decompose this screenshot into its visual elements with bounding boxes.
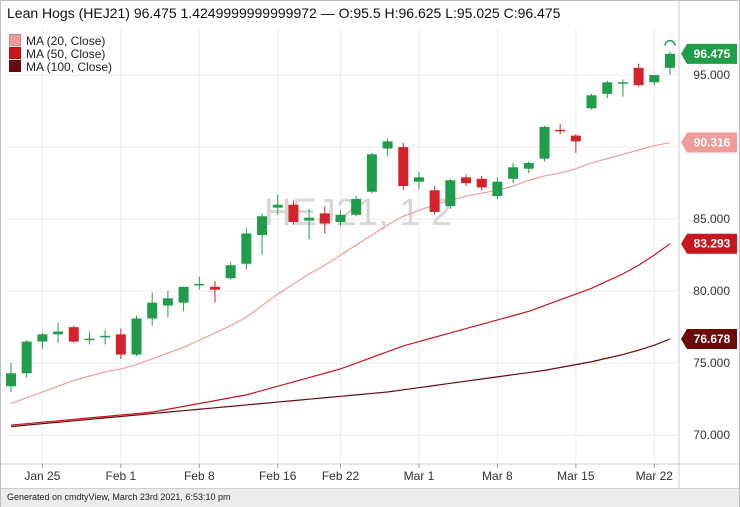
legend-item-ma100[interactable]: MA (100, Close): [9, 60, 112, 74]
legend-label-ma50: MA (50, Close): [26, 47, 106, 61]
last-price-badge-text: 96.475: [694, 47, 731, 61]
candle-body[interactable]: [586, 95, 597, 109]
candle-body[interactable]: [461, 177, 472, 184]
candle-body[interactable]: [366, 154, 377, 192]
candle-body[interactable]: [335, 214, 346, 223]
ma50-value-badge-text: 83.293: [694, 237, 731, 251]
y-tick-label: 75.000: [693, 356, 730, 370]
candle-body[interactable]: [147, 302, 158, 319]
candle-body[interactable]: [272, 204, 283, 208]
candle-body[interactable]: [319, 213, 330, 224]
x-tick-label: Feb 1: [105, 469, 136, 483]
candle-body[interactable]: [555, 129, 566, 132]
candle-body[interactable]: [257, 216, 268, 235]
candle-body[interactable]: [445, 180, 456, 207]
candle-body[interactable]: [602, 82, 613, 94]
candle-body[interactable]: [21, 341, 32, 374]
legend-swatch-ma50: [9, 47, 21, 59]
x-tick-label: Jan 25: [24, 469, 60, 483]
x-tick-label: Feb 16: [259, 469, 297, 483]
candle-body[interactable]: [288, 204, 299, 223]
candle-body[interactable]: [209, 286, 220, 290]
candle-body[interactable]: [194, 283, 205, 286]
legend-item-ma20[interactable]: MA (20, Close): [9, 34, 105, 48]
candle-body[interactable]: [570, 135, 581, 142]
ma-line: [10, 338, 671, 428]
candle-body[interactable]: [84, 338, 95, 341]
refresh-icon[interactable]: [664, 40, 676, 46]
legend-label-ma100: MA (100, Close): [26, 60, 113, 74]
x-tick-label: Feb 8: [184, 469, 215, 483]
candle-body[interactable]: [6, 373, 16, 387]
candle-body[interactable]: [413, 177, 424, 182]
candle-body[interactable]: [37, 334, 48, 342]
y-tick-label: 85.000: [693, 212, 730, 226]
y-tick-label: 95.000: [693, 68, 730, 82]
candle-body[interactable]: [115, 334, 126, 355]
candle-body[interactable]: [508, 167, 519, 179]
ma20-value-badge-shape: [681, 132, 737, 153]
candle-body[interactable]: [241, 233, 252, 264]
candle-body[interactable]: [398, 147, 409, 187]
candle-body[interactable]: [429, 190, 440, 212]
legend-item-ma50[interactable]: MA (50, Close): [9, 47, 105, 61]
plot-area: [4, 29, 679, 464]
y-tick-label: 70.000: [693, 428, 730, 442]
legend-swatch-ma20: [9, 34, 21, 46]
legend-label-ma20: MA (20, Close): [26, 34, 106, 48]
candle-body[interactable]: [53, 331, 64, 335]
candle-body[interactable]: [617, 82, 628, 84]
candle-body[interactable]: [665, 53, 675, 68]
candle-body[interactable]: [539, 126, 550, 159]
ma-line: [10, 243, 671, 426]
candle-body[interactable]: [304, 217, 315, 221]
x-tick-label: Mar 15: [557, 469, 595, 483]
candle-body[interactable]: [68, 327, 79, 342]
candle-body[interactable]: [162, 298, 173, 306]
ma100-value-badge-shape: [681, 329, 737, 350]
candle-body[interactable]: [225, 265, 236, 279]
candle-body[interactable]: [633, 67, 644, 86]
footer-text: Generated on cmdtyView, March 23rd 2021,…: [7, 492, 231, 502]
x-tick-label: Mar 8: [482, 469, 513, 483]
legend-swatch-ma100: [9, 60, 21, 72]
candle-body[interactable]: [131, 318, 142, 355]
ma50-value-badge-shape: [681, 233, 737, 254]
last-price-badge: 96.475: [681, 43, 737, 64]
ma20-value-badge: 90.316: [681, 132, 737, 153]
candle-body[interactable]: [492, 181, 503, 197]
candle-body[interactable]: [649, 75, 660, 83]
ma-line: [10, 141, 671, 405]
ma50-value-badge: 83.293: [681, 233, 737, 254]
y-tick-label: 80.000: [693, 284, 730, 298]
ma100-value-badge: 76.678: [681, 329, 737, 350]
candle-body[interactable]: [351, 198, 362, 215]
candle-body[interactable]: [100, 335, 111, 338]
x-tick-label: Feb 22: [322, 469, 360, 483]
ma20-value-badge-text: 90.316: [694, 136, 731, 150]
ma100-value-badge-text: 76.678: [694, 332, 731, 346]
last-price-badge-shape: [681, 43, 737, 64]
footer-bar: Generated on cmdtyView, March 23rd 2021,…: [1, 488, 739, 507]
chart-title: Lean Hogs (HEJ21) 96.475 1.4249999999999…: [7, 5, 561, 21]
x-tick-label: Mar 1: [404, 469, 435, 483]
candle-body[interactable]: [382, 141, 393, 149]
x-tick-label: Mar 22: [636, 469, 674, 483]
candle-body[interactable]: [178, 286, 189, 303]
candle-body[interactable]: [523, 162, 534, 169]
price-chart[interactable]: 95.00090.00085.00080.00075.00070.000Jan …: [1, 1, 739, 488]
candle-body[interactable]: [476, 178, 487, 188]
